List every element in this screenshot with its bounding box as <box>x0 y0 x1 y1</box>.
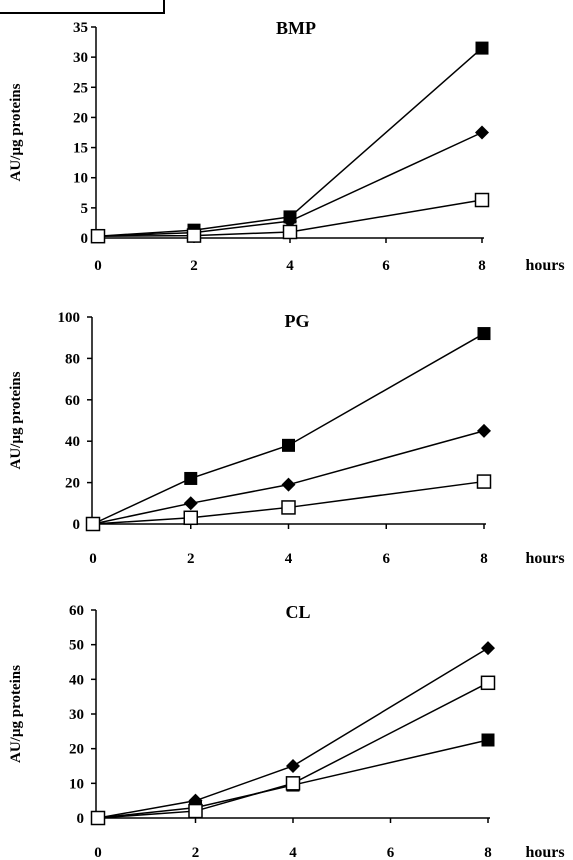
x-tick-label: 8 <box>478 258 486 274</box>
y-axis-label: AU/µg proteins <box>8 371 24 469</box>
point-diamond-filled <box>281 477 296 492</box>
x-tick-label: 2 <box>192 845 200 860</box>
chart-title: PG <box>285 311 310 331</box>
point-square-filled <box>477 327 491 341</box>
point-square-filled <box>475 41 489 55</box>
chart-title: CL <box>285 602 310 622</box>
x-tick-label: 2 <box>190 258 198 274</box>
y-tick-label: 40 <box>65 434 80 450</box>
y-tick-label: 15 <box>73 141 88 157</box>
point-square-filled <box>184 471 198 485</box>
chart-bmp: 0 5 10 15 20 25 30 35 0 2 4 6 8 hours BMP AU/µg protein… <box>8 18 565 274</box>
series-line-square-open <box>92 480 485 525</box>
y-tick-label: 0 <box>73 517 81 533</box>
point-square-open <box>474 192 490 208</box>
y-tick-label: 25 <box>73 80 88 96</box>
y-tick-label: 10 <box>73 171 88 187</box>
point-square-open <box>90 228 106 244</box>
point-square-open <box>183 510 198 526</box>
x-tick-label: 0 <box>89 551 97 567</box>
series-line-diamond-filled <box>97 647 489 819</box>
x-tick-label: 0 <box>94 258 102 274</box>
y-tick-label: 0 <box>81 231 89 247</box>
series-line-diamond-filled <box>92 430 485 525</box>
y-tick-label: 0 <box>77 811 85 827</box>
y-tick-label: 60 <box>69 603 84 619</box>
y-tick-label: 30 <box>73 50 88 66</box>
point-square-open <box>188 803 203 819</box>
y-tick-label: 50 <box>69 638 84 654</box>
x-tick-label: 6 <box>382 258 390 274</box>
x-tick-label: 4 <box>285 551 293 567</box>
point-square-open <box>281 500 296 515</box>
x-tick-label: 0 <box>94 845 102 860</box>
x-tick-label: 8 <box>484 845 492 860</box>
y-tick-label: 30 <box>69 707 84 723</box>
x-tick-label: 4 <box>286 258 294 274</box>
x-tick-label: 6 <box>383 551 391 567</box>
point-square-open <box>85 516 101 532</box>
x-tick-label: 2 <box>187 551 195 567</box>
point-diamond-filled <box>286 759 300 773</box>
x-tick-label: 6 <box>387 845 395 860</box>
y-tick-label: 20 <box>73 110 88 126</box>
point-square-open <box>480 675 496 691</box>
point-diamond-filled <box>475 125 489 140</box>
point-diamond-filled <box>183 496 198 511</box>
y-axis-label: AU/µg proteins <box>8 83 24 181</box>
y-tick-label: 40 <box>69 672 84 688</box>
series-line-square-filled <box>97 739 489 819</box>
point-square-filled <box>283 210 297 224</box>
x-unit-label: hours <box>525 257 564 274</box>
series-line-square-open <box>97 199 483 237</box>
point-square-filled <box>282 438 295 452</box>
series-line-diamond-filled <box>97 131 483 237</box>
point-diamond-filled <box>477 423 491 438</box>
chart-title: BMP <box>276 18 316 38</box>
point-square-open <box>186 228 202 243</box>
point-diamond-filled <box>481 641 495 656</box>
y-tick-label: 35 <box>73 20 88 36</box>
point-square-open <box>90 810 106 826</box>
chart-cl: 0 10 20 30 40 50 60 0 2 4 6 8 hours CL AU/µg proteins <box>8 602 565 860</box>
x-tick-label: 8 <box>480 551 488 567</box>
y-tick-label: 10 <box>69 776 84 792</box>
y-tick-label: 5 <box>81 201 89 217</box>
point-square-open <box>282 224 298 240</box>
chart-pg: 0 20 40 60 80 100 0 2 4 6 8 hours PG AU/µg proteins <box>8 310 565 567</box>
point-square-filled <box>481 733 495 747</box>
point-square-open <box>476 474 492 489</box>
x-unit-label: hours <box>525 550 564 567</box>
y-tick-label: 60 <box>65 393 80 409</box>
series-line-square-open <box>97 682 489 819</box>
point-square-open <box>285 776 301 791</box>
x-unit-label: hours <box>525 844 564 860</box>
y-tick-label: 80 <box>65 351 80 367</box>
x-tick-label: 4 <box>289 845 297 860</box>
legend-box-fragment <box>0 0 165 14</box>
series-line-square-filled <box>97 47 483 237</box>
y-axis-label: AU/µg proteins <box>8 665 24 763</box>
y-tick-label: 20 <box>69 742 84 758</box>
y-tick-label: 100 <box>58 310 81 326</box>
series-line-square-filled <box>92 332 485 525</box>
y-tick-label: 20 <box>65 476 80 492</box>
